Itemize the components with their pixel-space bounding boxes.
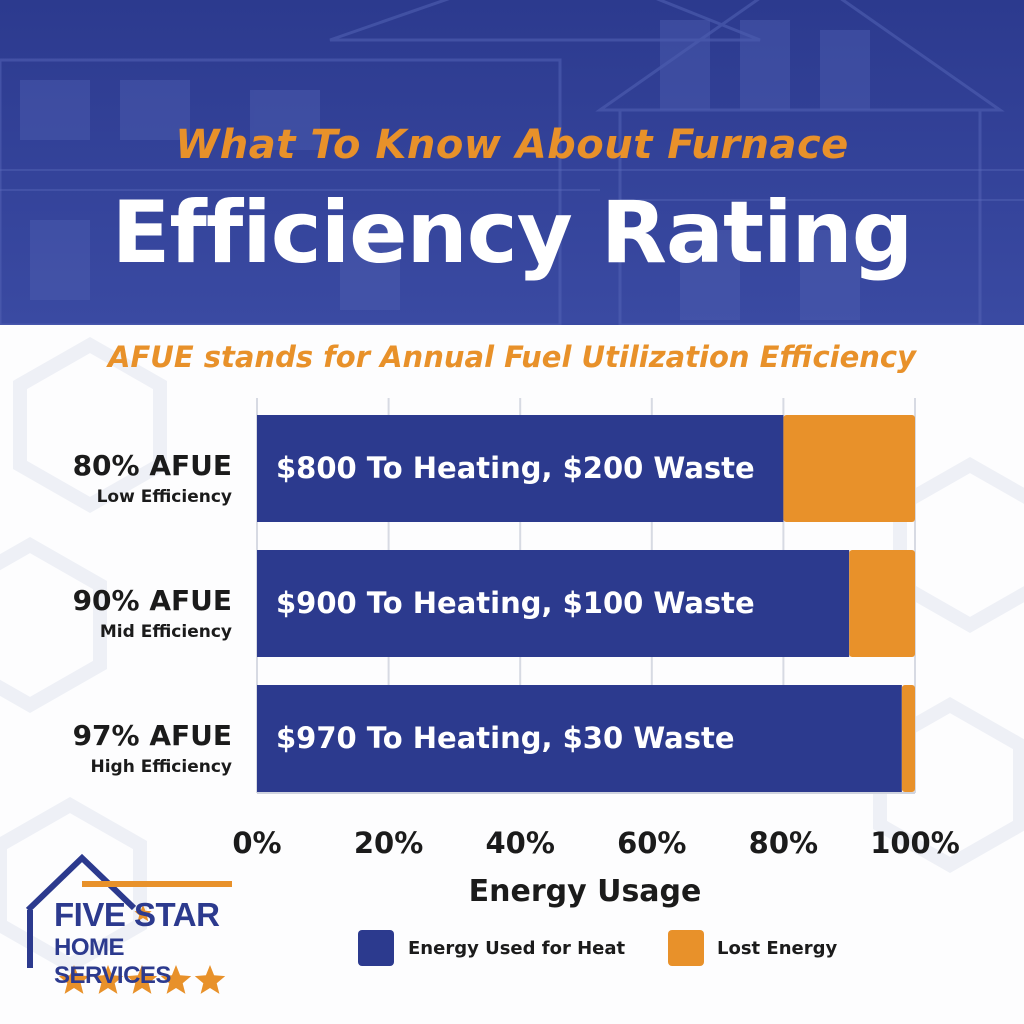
bar-heat-segment — [257, 685, 902, 792]
star-icon — [58, 965, 90, 994]
bar-heat-segment — [257, 415, 784, 522]
legend-swatch-lost — [668, 930, 704, 966]
house-background-illustration — [0, 0, 1024, 325]
house-roof-icon — [25, 853, 232, 994]
x-axis-title: Energy Usage — [468, 874, 702, 909]
x-tick-label: 60% — [617, 826, 687, 860]
bar-data-label: $800 To Heating, $200 Waste — [276, 451, 755, 485]
category-sublabel: Low Efficiency — [96, 487, 232, 507]
star-icon — [160, 965, 192, 994]
logo-text-home-services: HOME SERVICES — [54, 934, 171, 989]
legend-swatch-heat — [358, 930, 394, 966]
star-icon — [194, 965, 226, 994]
x-tick-label: 20% — [353, 826, 424, 860]
bar-data-label: $900 To Heating, $100 Waste — [276, 586, 755, 620]
rating-stars-icon — [58, 905, 226, 994]
category-sublabel: High Efficiency — [90, 757, 232, 777]
star-icon — [92, 965, 124, 994]
star-icon — [126, 965, 158, 994]
header-kicker: What To Know About Furnace — [175, 122, 849, 168]
legend-label-lost: Lost Energy — [717, 938, 838, 959]
legend-label-heat: Energy Used for Heat — [408, 938, 626, 959]
category-label: 97% AFUE — [72, 719, 232, 752]
x-tick-label: 100% — [870, 826, 960, 860]
hero-banner: What To Know About Furnace Efficiency Ra… — [0, 0, 1024, 325]
category-sublabel: Mid Efficiency — [99, 622, 232, 642]
bar-lost-segment — [849, 550, 915, 657]
x-tick-label: 40% — [485, 826, 555, 860]
chart-bars — [257, 415, 915, 792]
x-tick-label: 80% — [748, 826, 819, 860]
hexagon-background-pattern — [0, 336, 1024, 974]
logo-text-five-star: FIVE STAR — [54, 896, 220, 933]
page-title: Efficiency Rating — [111, 183, 914, 283]
x-tick-label: 0% — [232, 826, 282, 860]
bar-lost-segment — [783, 415, 915, 522]
company-logo: FIVE STAR HOME SERVICES — [22, 850, 242, 1010]
chart-subtitle: AFUE stands for Annual Fuel Utilization … — [108, 340, 916, 374]
bar-lost-segment — [901, 685, 915, 792]
category-label: 90% AFUE — [72, 584, 232, 617]
bar-data-label: $970 To Heating, $30 Waste — [276, 721, 735, 755]
bar-heat-segment — [257, 550, 850, 657]
logo-accent-star-icon — [134, 905, 152, 922]
category-label: 80% AFUE — [72, 449, 232, 482]
